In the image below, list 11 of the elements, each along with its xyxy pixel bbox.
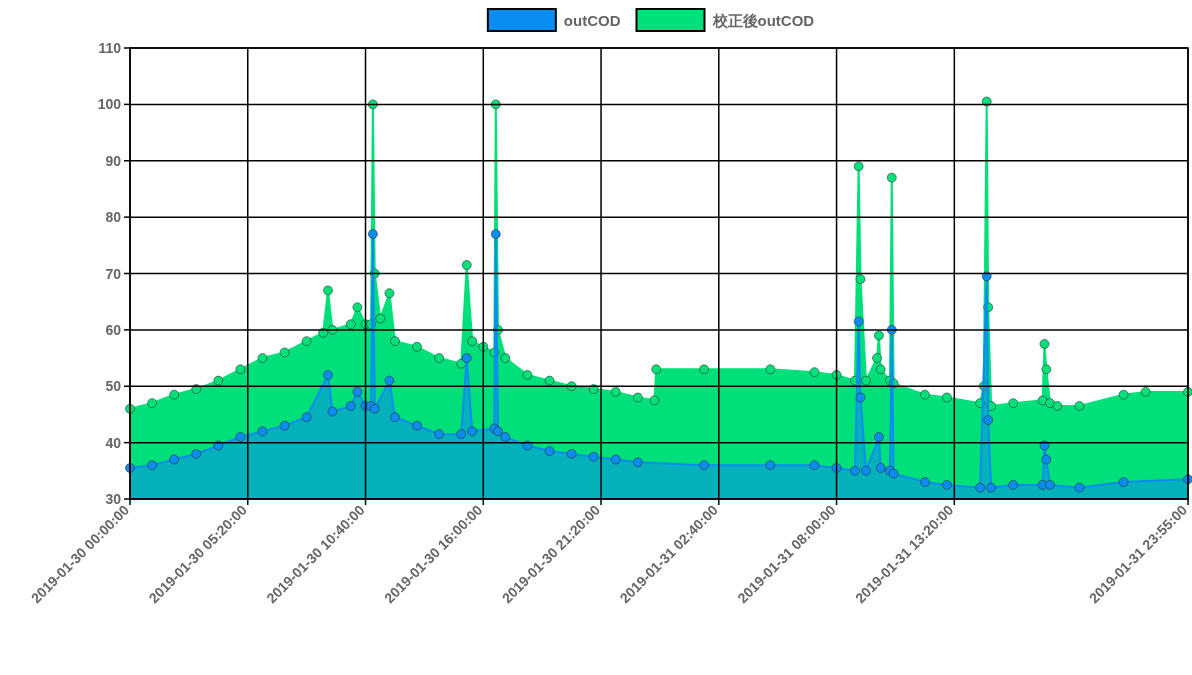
y-tick-label: 80 bbox=[105, 209, 122, 226]
legend-label: outCOD bbox=[563, 12, 621, 29]
y-tick-label: 90 bbox=[105, 152, 122, 169]
y-tick-label: 40 bbox=[105, 434, 122, 451]
y-tick-label: 100 bbox=[97, 96, 122, 113]
y-tick-label: 50 bbox=[105, 378, 122, 395]
y-tick-label: 110 bbox=[98, 40, 122, 56]
y-tick-label: 30 bbox=[105, 491, 122, 507]
y-tick-label: 70 bbox=[105, 265, 122, 282]
y-tick-label: 60 bbox=[105, 321, 122, 338]
legend-label: 校正後outCOD bbox=[711, 12, 815, 29]
